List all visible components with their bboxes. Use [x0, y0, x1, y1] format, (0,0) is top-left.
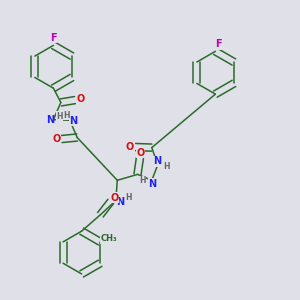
Text: O: O	[52, 134, 61, 144]
Text: H: H	[57, 112, 63, 121]
Text: O: O	[136, 148, 145, 158]
Text: N: N	[153, 156, 161, 166]
Text: O: O	[126, 142, 134, 152]
Text: CH₃: CH₃	[101, 234, 117, 243]
Text: N: N	[46, 115, 54, 125]
Text: F: F	[50, 33, 57, 43]
Text: N: N	[69, 116, 77, 126]
Text: H: H	[140, 176, 146, 185]
Text: N: N	[148, 179, 156, 189]
Text: H: H	[125, 193, 132, 202]
Text: N: N	[116, 197, 124, 207]
Text: F: F	[215, 39, 222, 49]
Text: O: O	[76, 94, 85, 104]
Text: O: O	[110, 193, 118, 203]
Text: H: H	[64, 111, 70, 120]
Text: H: H	[163, 162, 169, 171]
